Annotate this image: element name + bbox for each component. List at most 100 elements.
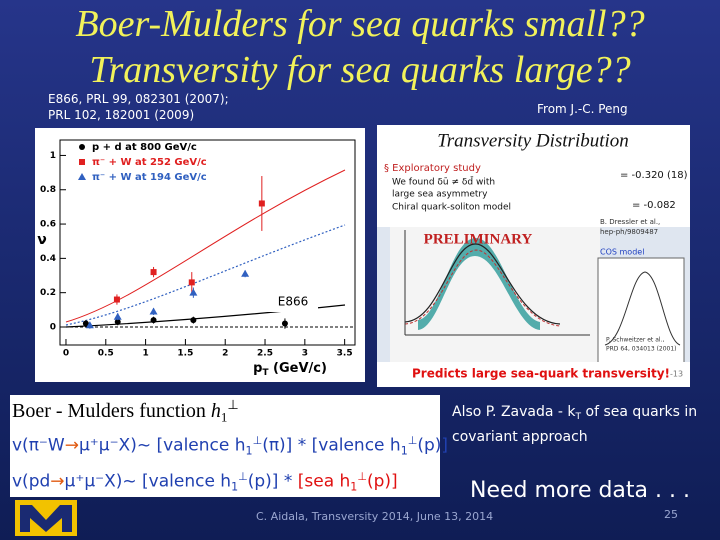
y-tick-label: 0.2 — [40, 288, 56, 298]
title-line: Boer-Mulders for sea quarks small?? — [75, 3, 645, 45]
item: Chiral quark-soliton model — [392, 203, 511, 213]
legend-marker — [78, 173, 86, 180]
ref: B. Dressler et al., — [600, 218, 660, 226]
text-segment: (π)] * [valence h — [262, 435, 401, 456]
y-tick-label: 0.4 — [40, 254, 56, 264]
right-text-bg — [377, 157, 690, 227]
reference: E866, PRL 99, 082301 (2007); — [48, 92, 229, 106]
x-tick-label: 2 — [222, 349, 228, 359]
x-tick-label: 3 — [302, 349, 308, 359]
ref: P. Schweitzer et al., — [606, 337, 664, 344]
header: Transversity Distribution — [437, 130, 629, 151]
right-figure: Transversity Distribution § Exploratory … — [377, 125, 690, 387]
slide-number: 25 — [664, 508, 678, 521]
text-segment: ⊥ — [357, 470, 367, 483]
marker — [281, 320, 288, 327]
stamp: PRELIMINARY — [424, 231, 533, 247]
text-segment: 1 — [220, 409, 228, 425]
text-segment: 1 — [231, 480, 239, 494]
equation: = -0.320 (18) — [620, 170, 688, 181]
x-label: pT (GeV/c) — [253, 361, 327, 378]
text-segment: μ⁺μ⁻X)~ [valence h — [78, 435, 246, 456]
x-label-part: T — [262, 368, 269, 378]
reference: PRL 102, 182001 (2009) — [48, 108, 195, 122]
call: Need more data . . . — [470, 478, 690, 503]
y-tick-label: 1 — [50, 151, 56, 161]
right-header-bg — [377, 125, 690, 157]
legend-label: π⁻ + W at 194 GeV/c — [92, 172, 207, 183]
legend-label: π⁻ + W at 252 GeV/c — [92, 157, 207, 168]
formula-line: v(π⁻W→μ⁺μ⁻X)~ [valence h1⊥(π)] * [valenc… — [12, 434, 448, 457]
marker — [85, 321, 94, 329]
text-segment: Also P. Zavada - k — [452, 404, 576, 420]
text-segment: 1 — [400, 444, 408, 458]
y-label: ν — [37, 232, 47, 248]
marker — [258, 200, 265, 207]
x-tick-label: 2.5 — [257, 349, 273, 359]
credit: From J.-C. Peng — [537, 102, 628, 116]
x-label-part: (GeV/c) — [269, 361, 327, 376]
curve — [604, 271, 681, 346]
x-tick-label: 0.5 — [98, 349, 114, 359]
left-figure: 0 0.5 1 1.5 2 2.5 3 3.5 0 0.2 0.4 0.6 0.8 1 pT (GeV/c)… — [37, 139, 356, 378]
text-segment: [sea h — [297, 471, 351, 492]
y-tick-label: 0 — [50, 322, 56, 332]
text-segment: ⊥ — [227, 397, 239, 412]
band — [418, 237, 540, 330]
annotation-bg — [268, 292, 318, 312]
text-segment: h — [210, 399, 221, 422]
page: -13 — [670, 370, 683, 379]
text-segment: T — [575, 412, 582, 423]
text-segment: ⊥ — [252, 434, 263, 447]
legend-marker — [79, 144, 85, 150]
curve — [404, 249, 561, 327]
x-label-part: p — [253, 361, 262, 376]
bullet: § Exploratory study — [384, 163, 481, 174]
title-line: Transversity for sea quarks large?? — [89, 49, 631, 91]
text-segment: Boer - Mulders function — [12, 399, 211, 422]
text-segment: v(pd — [12, 471, 51, 492]
ref: hep-ph/9809487 — [600, 228, 658, 236]
marker — [190, 317, 197, 324]
text-segment: → — [64, 435, 79, 456]
left-figure-panel — [35, 128, 365, 382]
marker — [113, 312, 122, 320]
footer: Predicts large sea-quark transversity! — [412, 367, 670, 381]
curve — [404, 243, 561, 325]
legend-marker — [79, 159, 85, 165]
text-segment: v(π⁻W — [12, 435, 65, 456]
text-segment: 1 — [350, 480, 358, 494]
y-tick-label: 0.6 — [40, 220, 56, 230]
ref: PRD 64, 034013 (2001) — [606, 346, 677, 353]
item: large sea asymmetry — [392, 190, 488, 200]
marker — [150, 317, 157, 324]
marker — [113, 296, 120, 303]
legend-label: p + d at 800 GeV/c — [92, 142, 197, 153]
inset — [597, 257, 685, 367]
marker — [188, 279, 195, 286]
text-segment: of sea quarks in covariant approach — [452, 404, 698, 446]
note: Also P. Zavada - kT of sea quarks in cov… — [452, 402, 712, 447]
marker — [241, 269, 250, 277]
annotation: E866 — [278, 295, 309, 309]
model: COS model — [600, 248, 644, 257]
text-segment: (p)] — [366, 471, 398, 492]
right-footer-bg — [377, 362, 690, 387]
formula-line: v(pd→μ⁺μ⁻X)~ [valence h1⊥(p)] * [sea h1⊥… — [12, 470, 398, 493]
y-tick-label: 0.8 — [40, 185, 56, 195]
marker — [149, 307, 158, 315]
text-segment: μ⁺μ⁻X)~ [valence h — [64, 471, 232, 492]
marker — [114, 318, 121, 325]
equation: = -0.082 — [632, 200, 676, 211]
plot-frame — [59, 139, 356, 346]
formula-line: Boer - Mulders function h1⊥ — [12, 397, 239, 425]
marker — [150, 269, 157, 276]
x-tick-label: 0 — [63, 349, 69, 359]
text-segment: ⊥ — [238, 470, 248, 483]
marker — [189, 288, 198, 296]
text-segment: ⊥ — [407, 434, 418, 447]
item: We found δū ≠ δd̄ with — [392, 176, 495, 188]
x-tick-label: 1 — [142, 349, 148, 359]
x-tick-label: 3.5 — [337, 349, 353, 359]
